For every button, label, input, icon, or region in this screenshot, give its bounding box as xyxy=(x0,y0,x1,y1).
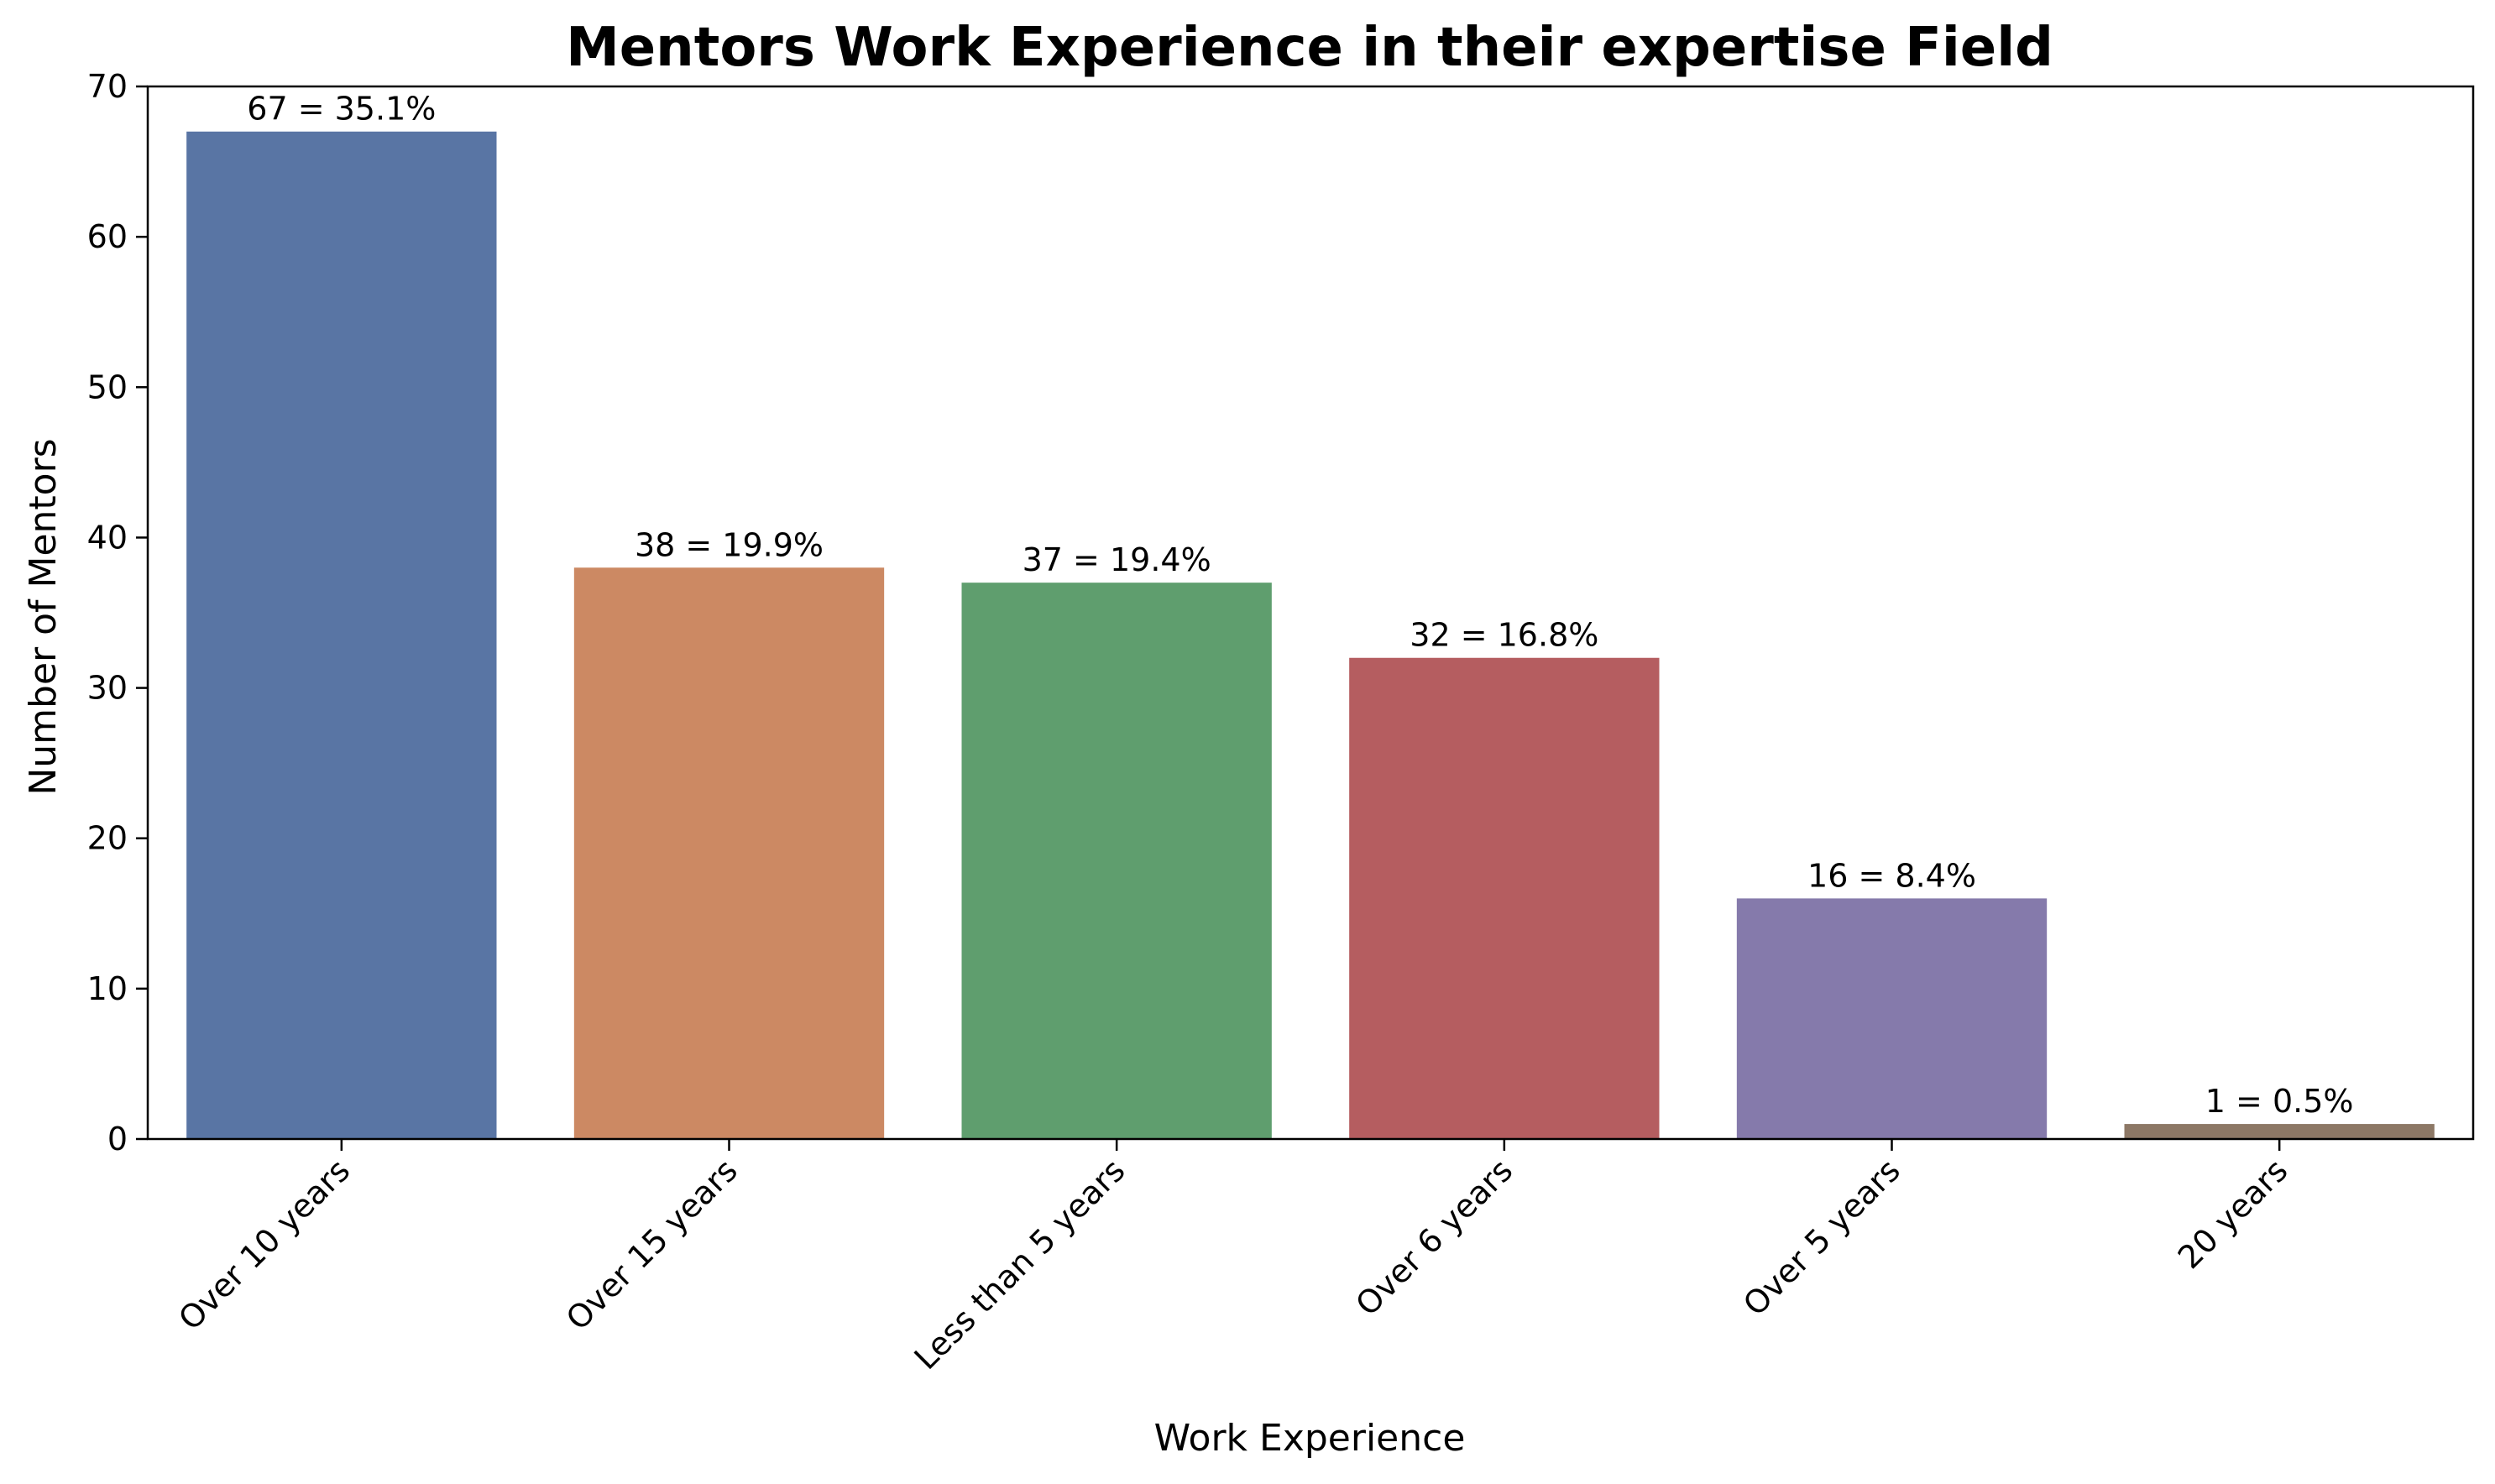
bar-6 xyxy=(2124,1124,2435,1139)
y-tick-label-50: 50 xyxy=(87,368,128,405)
bar-1 xyxy=(186,131,497,1139)
data-label-5: 16 = 8.4% xyxy=(1807,857,1976,894)
x-axis-label: Work Experience xyxy=(1154,1417,1466,1460)
y-tick-label-20: 20 xyxy=(87,820,128,857)
plot-frame xyxy=(146,85,2475,1141)
plot-area: 67 = 35.1% 38 = 19.9% 37 = 19.4% 32 = 16.8%… xyxy=(87,68,2475,1377)
y-tick-label-40: 40 xyxy=(87,519,128,556)
y-tick-label-30: 30 xyxy=(87,670,128,707)
data-label-2: 38 = 19.9% xyxy=(635,526,824,563)
data-label-6: 1 = 0.5% xyxy=(2205,1083,2354,1120)
bar-3 xyxy=(961,583,1272,1139)
y-tick-label-10: 10 xyxy=(87,970,128,1007)
y-tick-label-60: 60 xyxy=(87,218,128,255)
bar-2 xyxy=(573,567,885,1139)
bar-5 xyxy=(1736,898,2048,1139)
y-tick-label-0: 0 xyxy=(107,1121,128,1157)
data-label-4: 32 = 16.8% xyxy=(1410,617,1598,654)
data-label-1: 67 = 35.1% xyxy=(247,91,436,128)
y-axis-label: Number of Mentors xyxy=(22,438,65,795)
data-label-3: 37 = 19.4% xyxy=(1023,541,1211,578)
y-tick-label-70: 70 xyxy=(87,68,128,105)
chart-title: Mentors Work Experience in their experti… xyxy=(566,17,2053,79)
bar-4 xyxy=(1349,657,1660,1139)
